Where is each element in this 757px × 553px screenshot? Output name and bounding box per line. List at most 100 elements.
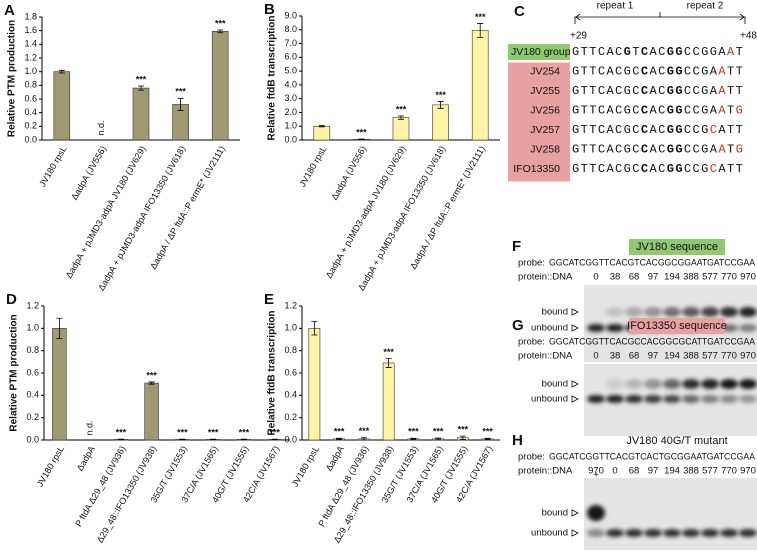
y-tick-label: 0.6 [284,367,297,377]
panel-label: A [4,2,15,19]
error-bar [148,381,155,385]
lane-value: 68 [629,466,640,477]
error-bar [58,69,65,74]
bound-band [625,379,643,389]
error-bar [437,101,444,109]
unbound-band [701,529,719,537]
bound-band [663,307,681,317]
bar [313,125,331,141]
strain-label: JV258 [530,143,560,155]
unbound-band [739,529,757,537]
lane-value: 770 [721,351,737,362]
y-tick-label: 0.6 [24,93,37,103]
position-label: +48 [740,31,757,42]
lane-value: 68 [629,272,640,283]
unbound-band [606,395,624,403]
error-bar [217,29,224,34]
probe-sequence: GGCATCGGTTCACGTCACTGCGGAATGATCCGAA [549,452,756,463]
band-pointer [571,324,579,332]
unbound-band [682,529,700,537]
lane-value: 770 [721,272,737,283]
lane-value: 97 [648,351,659,362]
y-tick-label: 1.0 [24,66,37,76]
band-pointer [571,380,579,388]
bound-band [701,307,719,317]
bound-label: bound [542,379,568,390]
y-tick-label: 0.0 [26,434,39,444]
lane-value: 97 [648,272,659,283]
bar [132,87,150,141]
strain-label: JV257 [530,124,560,136]
annotation: *** [408,427,419,437]
y-axis-title: Relative PTM production [7,20,18,137]
lane-value: 38 [610,351,621,362]
bar [144,382,159,441]
annotation: *** [433,426,444,436]
gel-title: JV180 40G/T mutant [626,435,727,447]
bound-band [606,307,624,317]
lane-value: 97 [648,466,659,477]
error-bar [336,437,343,440]
y-tick-label: 1.0 [284,323,297,333]
title-box [629,239,725,255]
y-tick-label: 0.8 [284,345,297,355]
x-tick-label: ΔadpA + pJMD3-adpA JV180 (JV629) [324,144,408,280]
x-tick-label: ΔadpA [75,444,97,472]
lane-marker: + [593,470,599,481]
bound-band [625,307,643,317]
strain-label: JV254 [530,65,560,77]
unbound-band [739,324,757,332]
lane-value: 194 [664,272,680,283]
sequence: GTTCACGCCACGGCCGAATT [572,84,744,98]
annotation: *** [396,104,407,114]
error-bar [117,438,124,441]
unbound-band [606,529,624,537]
bound-band [682,307,700,317]
annotation: *** [239,427,250,437]
bar [52,328,67,441]
annotation: *** [356,127,367,137]
band-pointer [571,308,579,316]
strain-label: JV255 [530,85,560,97]
bound-band [739,307,757,317]
panel-label: C [514,3,525,20]
lane-value: 970 [740,466,756,477]
panel-label: G [512,317,524,334]
y-axis-title: Relative ftdB transcription [267,15,278,140]
x-tick-label: ΔadpA + pJMD3-adpA IFO13350 (JV618) [356,144,447,292]
y-tick-label: 1.8 [24,11,37,21]
bound-band [720,307,738,317]
error-bar [179,438,186,441]
lane-value: 577 [702,351,718,362]
bound-label: bound [542,508,568,519]
bar [471,30,489,141]
unbound-band [739,395,757,403]
annotation: *** [146,370,157,380]
y-tick-label: 1.0 [26,323,39,333]
lane-label: protein::DNA [518,466,573,477]
bound-band [644,307,662,317]
y-tick-label: 0.8 [24,80,37,90]
error-bar [271,438,278,441]
annotation: *** [136,74,147,84]
panel-label: F [512,238,521,255]
y-tick-label: 1.0 [284,121,297,131]
probe-label: probe: [518,452,545,463]
probe-label: probe: [518,337,545,348]
lane-value: 770 [721,466,737,477]
lane-value: 388 [683,272,699,283]
unbound-band [644,529,662,537]
y-tick-label: 5.0 [284,65,297,75]
unbound-band [701,395,719,403]
lane-value: 0 [593,351,598,362]
sequence: GTTCACGCCACGGCCGAATG [572,143,744,157]
lane-value: 194 [664,351,680,362]
annotation: *** [116,427,127,437]
lane-value: 388 [683,351,699,362]
annotation: *** [475,12,486,22]
repeat-bracket [574,12,746,24]
x-tick-label: Δ29_48::IFO13350 (JV938) [95,444,159,544]
lane-value: 970 [588,466,604,477]
lane-value: 970 [740,351,756,362]
y-tick-label: 0.2 [284,412,297,422]
